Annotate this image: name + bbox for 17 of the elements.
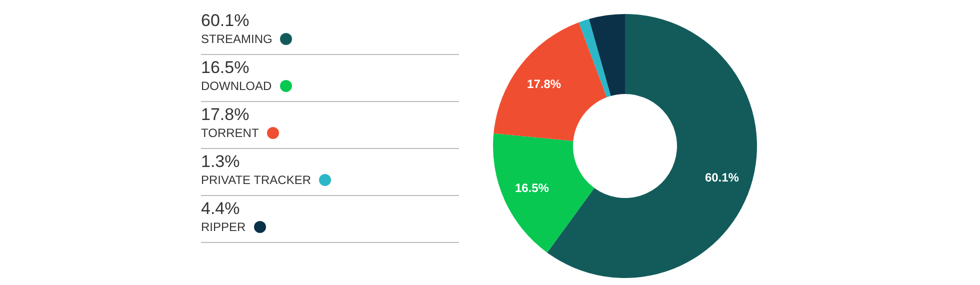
legend-label: DOWNLOAD xyxy=(201,78,272,94)
data-label: 4.4% xyxy=(201,199,241,219)
donut-slice xyxy=(493,133,594,253)
data-label: 16.5% xyxy=(514,180,550,195)
text: 17.8% xyxy=(201,105,250,124)
legend-label: PRIVATE TRACKER xyxy=(201,172,312,188)
text: 16.5% xyxy=(201,58,250,77)
legend-label: STREAMING xyxy=(201,31,272,47)
data-label: 1.3% xyxy=(201,152,241,172)
text: 60.1% xyxy=(201,11,250,30)
donut-slice xyxy=(494,22,607,142)
donut-slice xyxy=(578,19,611,98)
legend-label: RIPPER xyxy=(201,219,246,235)
data-label: 17.8% xyxy=(527,76,562,91)
donut-slice xyxy=(589,14,625,96)
data-label: 60.1% xyxy=(704,170,740,185)
legend-label: TORRENT xyxy=(201,125,259,141)
